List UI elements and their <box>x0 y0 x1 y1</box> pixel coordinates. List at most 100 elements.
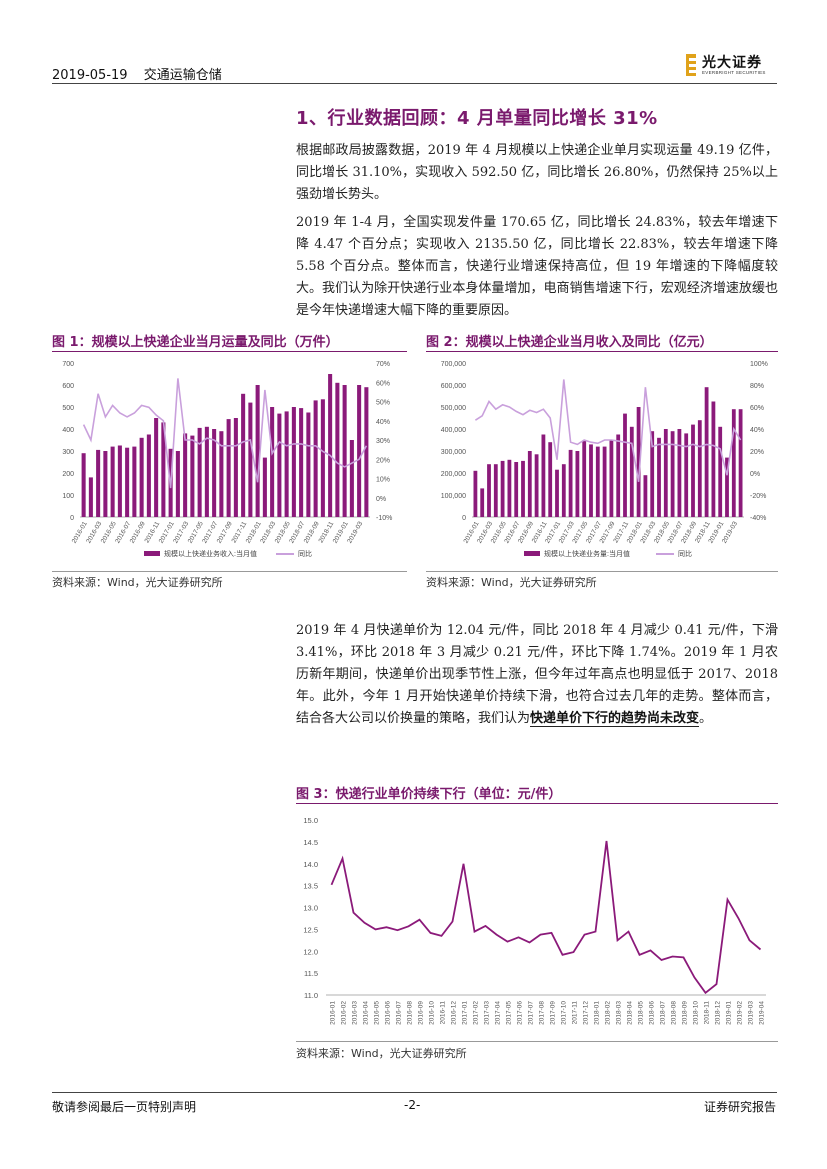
bar <box>197 427 202 517</box>
y-right-tick-label: 80% <box>750 383 764 390</box>
y-tick-label: 11.0 <box>304 991 318 1000</box>
figure-2-title: 图 2：规模以上快递企业当月收入及同比（亿元） <box>426 335 713 350</box>
legend-bar-swatch <box>524 551 540 556</box>
bar <box>357 385 362 517</box>
x-tick-label: 2019-01 <box>726 1001 733 1025</box>
bar <box>663 429 668 517</box>
bar <box>110 446 115 517</box>
figure-3-chart: 11.0 11.5 12.0 12.5 13.0 13.5 14.0 14.5 15.0 2016… <box>303 816 766 1025</box>
header-left: 2019-05-19 交通运输仓储 <box>52 64 222 83</box>
figure-3-source-rule <box>296 1041 778 1042</box>
page-number: -2- <box>404 1098 421 1112</box>
bar <box>691 424 695 517</box>
bar <box>582 441 587 517</box>
x-tick-label: 2017-09 <box>550 1001 557 1025</box>
bar <box>132 446 137 517</box>
x-tick-label: 2017-06 <box>517 1001 524 1025</box>
x-tick-label: 2018-06 <box>649 1001 656 1025</box>
bar <box>81 453 86 517</box>
bar <box>219 431 224 517</box>
y-tick-label: 14.0 <box>303 860 318 869</box>
y-tick-label: 15.0 <box>303 816 318 825</box>
paragraph-unit-price-highlight: 快递单价下行的趋势尚未改变 <box>530 711 700 727</box>
x-tick-label: 2019-04 <box>759 1001 766 1025</box>
header-divider <box>52 83 777 84</box>
bar <box>480 488 485 517</box>
y-left-tick-label: 0 <box>462 515 466 522</box>
bar <box>96 449 101 517</box>
figure-2-source-rule <box>426 571 778 572</box>
bar <box>643 475 648 517</box>
paragraph-unit-price-end: 。 <box>699 711 713 726</box>
x-tick-label: 2017-05 <box>506 1001 513 1025</box>
bar <box>697 420 702 517</box>
y-right-tick-label: 60% <box>376 380 390 387</box>
bar <box>284 411 289 517</box>
y-left-tick-label: 700,000 <box>441 361 466 368</box>
bar <box>139 437 144 517</box>
y-left-tick-label: 600 <box>62 383 74 390</box>
brand-logo: 光大证券 EVERBRIGHT SECURITIES <box>686 52 778 78</box>
bar <box>623 413 627 517</box>
bar <box>548 442 553 517</box>
y-left-tick-label: 500 <box>62 405 74 412</box>
x-tick-label: 2018-07 <box>660 1001 667 1025</box>
paragraph-unit-price-main: 2019 年 4 月快递单价为 12.04 元/件，同比 2018 年 4 月减… <box>296 623 778 726</box>
y-left-tick-label: 200 <box>62 471 74 478</box>
bar <box>190 435 195 517</box>
x-tick-label: 2018-09 <box>682 1001 689 1025</box>
y-right-tick-label: 40% <box>376 419 390 426</box>
figure-3-source: 资料来源：Wind，光大证券研究所 <box>296 1047 467 1060</box>
y-right-tick-label: 60% <box>750 405 764 412</box>
figure-3-title: 图 3：快递行业单价持续下行（单位：元/件） <box>296 787 562 802</box>
y-left-tick-label: 500,000 <box>441 405 466 412</box>
y-tick-label: 12.5 <box>303 925 318 934</box>
x-tick-label: 2016-05 <box>374 1001 381 1025</box>
bar <box>493 464 498 517</box>
x-tick-label: 2016-04 <box>363 1001 370 1025</box>
bar <box>657 437 661 517</box>
x-tick-label: 2016-12 <box>451 1001 458 1025</box>
paragraph-unit-price: 2019 年 4 月快递单价为 12.04 元/件，同比 2018 年 4 月减… <box>296 620 778 730</box>
bar <box>534 454 539 517</box>
bar <box>146 434 151 517</box>
footer-divider <box>52 1092 777 1093</box>
y-right-tick-label: 20% <box>750 449 764 456</box>
y-tick-label: 12.0 <box>303 947 318 956</box>
y-right-tick-label: 30% <box>376 438 390 445</box>
figure-2-title-rule <box>426 351 778 352</box>
x-tick-label: 2016-03 <box>352 1001 359 1025</box>
bar <box>521 460 525 517</box>
bar <box>595 446 600 517</box>
report-date: 2019-05-19 <box>52 68 128 83</box>
bar <box>677 429 682 517</box>
bar <box>328 374 333 517</box>
bar <box>175 451 180 517</box>
y-left-tick-label: 0 <box>70 515 74 522</box>
y-left-tick-label: 400,000 <box>441 427 466 434</box>
y-right-tick-label: -10% <box>376 515 392 522</box>
x-tick-label: 2016-11 <box>440 1001 447 1025</box>
y-tick-label: 13.5 <box>303 882 318 891</box>
bar <box>299 408 304 517</box>
x-tick-label: 2016-08 <box>407 1001 414 1025</box>
y-left-tick-label: 400 <box>62 427 74 434</box>
figure-1-chart: 0 100 200 300 400 500 600 700 -10% 0% 10% 20% 30% 40%… <box>62 361 392 558</box>
x-tick-label: 2017-01 <box>462 1001 469 1025</box>
section-title: 1、行业数据回顾：4 月单量同比增长 31% <box>296 108 658 129</box>
bar <box>738 409 743 517</box>
bar <box>555 469 559 517</box>
x-tick-label: 2017-02 <box>473 1001 480 1025</box>
footer-report-type: 证券研究报告 <box>704 1100 777 1114</box>
bar <box>364 387 369 517</box>
bar <box>500 460 505 517</box>
x-tick-label: 2016-09 <box>418 1001 425 1025</box>
bar <box>183 433 188 517</box>
x-tick-label: 2018-01 <box>594 1001 601 1025</box>
bar <box>241 393 246 517</box>
bar <box>711 401 716 517</box>
figure-2-source: 资料来源：Wind，光大证券研究所 <box>426 576 597 589</box>
bar <box>609 440 614 517</box>
bar <box>473 470 478 517</box>
unit-price-line <box>330 840 762 995</box>
